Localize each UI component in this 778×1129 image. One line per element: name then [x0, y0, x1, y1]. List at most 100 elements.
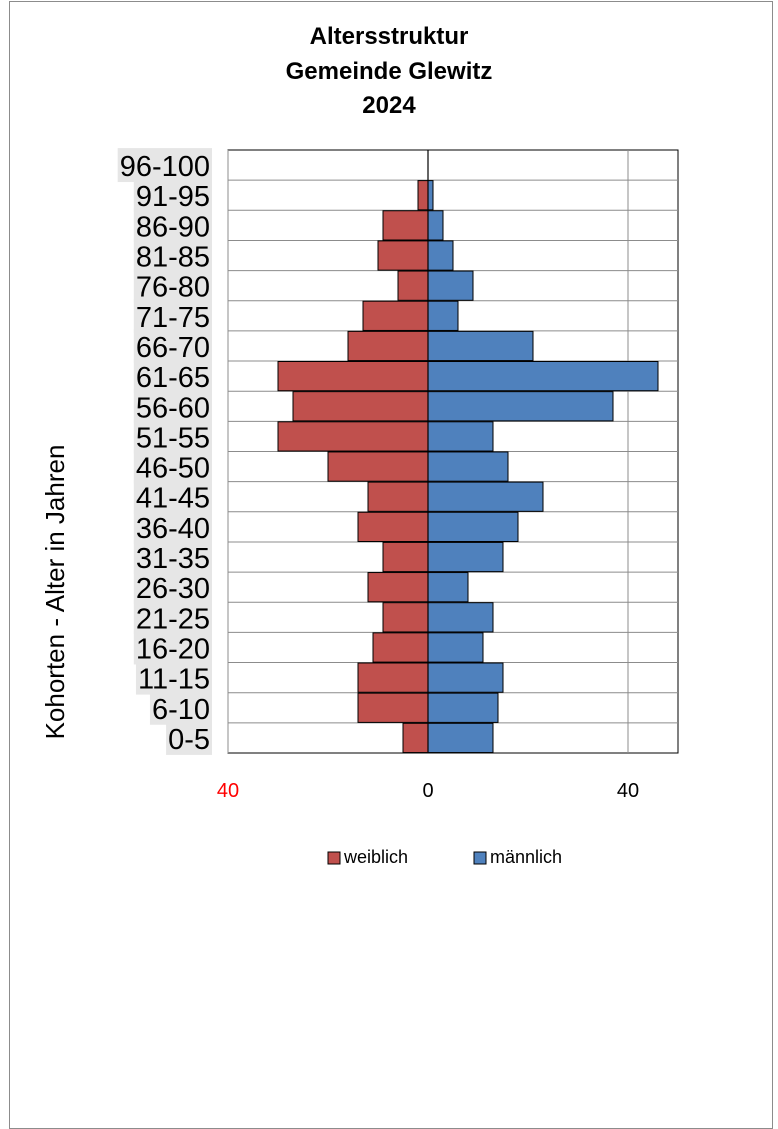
- category-label: 36-40: [136, 513, 210, 545]
- bar-female-61-65: [277, 361, 429, 392]
- bar-female-41-45: [367, 481, 429, 512]
- bar-female-51-55: [277, 421, 429, 452]
- category-label-group: 16-20: [133, 630, 212, 665]
- bar-male-71-75: [427, 300, 459, 331]
- category-label-background: [133, 449, 212, 484]
- category-label-group: 76-80: [133, 268, 212, 304]
- category-label-background: [133, 359, 212, 394]
- category-label: 61-65: [136, 362, 210, 394]
- bar-male-46-50: [427, 451, 509, 482]
- bar-female-46-50: [327, 451, 429, 482]
- category-label-background: [133, 509, 212, 544]
- category-label: 26-30: [136, 573, 210, 605]
- category-label: 76-80: [136, 272, 210, 304]
- category-label-background: [133, 298, 212, 333]
- bar-female-76-80: [397, 270, 429, 301]
- category-label-background: [133, 630, 212, 665]
- bar-female-11-15: [357, 662, 429, 693]
- category-label-background: [133, 178, 212, 213]
- category-label-background: [133, 208, 212, 243]
- category-label: 31-35: [136, 543, 210, 575]
- legend-swatch-male: [473, 851, 487, 865]
- bar-female-31-35: [382, 541, 429, 573]
- bar-female-16-20: [372, 632, 429, 663]
- bar-female-71-75: [362, 300, 429, 331]
- bar-male-0-5: [427, 722, 494, 754]
- category-label-group: 66-70: [133, 328, 212, 364]
- bar-female-56-60: [292, 391, 429, 422]
- category-label-background: [133, 268, 212, 303]
- category-label-group: 11-15: [135, 660, 212, 696]
- bar-male-36-40: [427, 511, 519, 542]
- category-label-group: 21-25: [133, 600, 212, 635]
- category-label-group: 71-75: [133, 298, 212, 334]
- bars-layer: [277, 180, 659, 754]
- category-label-group: 6-10: [149, 690, 212, 726]
- category-label: 21-25: [136, 603, 210, 635]
- bar-female-86-90: [382, 210, 429, 241]
- x-tick-label: 40: [217, 780, 239, 802]
- bar-male-91-95: [427, 180, 434, 211]
- category-label-background: [133, 600, 212, 635]
- category-label: 66-70: [136, 332, 210, 364]
- bar-female-0-5: [402, 722, 429, 754]
- bar-male-56-60: [427, 391, 614, 422]
- category-label-group: 26-30: [133, 570, 212, 605]
- category-label: 81-85: [136, 242, 210, 274]
- category-label-background: [133, 570, 212, 605]
- bar-male-41-45: [427, 481, 544, 512]
- category-label-group: 56-60: [133, 389, 212, 424]
- category-label-background: [166, 720, 212, 755]
- bar-female-91-95: [417, 180, 429, 211]
- chart-title-line-1: Altersstruktur: [309, 23, 469, 50]
- bar-female-6-10: [357, 692, 429, 723]
- category-label: 46-50: [136, 453, 210, 485]
- bar-female-81-85: [377, 240, 429, 271]
- bar-male-51-55: [427, 421, 494, 452]
- bar-female-26-30: [367, 572, 429, 603]
- x-tick-label: 40: [617, 780, 639, 802]
- bar-male-6-10: [427, 692, 499, 723]
- legend-label-male: männlich: [490, 847, 562, 867]
- category-label-group: 86-90: [133, 208, 212, 243]
- y-axis-title: Kohorten - Alter in Jahren: [40, 445, 70, 740]
- category-label: 41-45: [136, 483, 210, 515]
- category-label: 71-75: [136, 302, 210, 334]
- bar-female-36-40: [357, 511, 429, 542]
- bar-male-26-30: [427, 572, 469, 603]
- category-label-group: 31-35: [133, 540, 212, 575]
- category-label: 91-95: [136, 181, 210, 213]
- chart-title-line-2: Gemeinde Glewitz: [285, 58, 493, 85]
- bar-male-31-35: [427, 541, 504, 573]
- category-label-background: [149, 690, 212, 725]
- bar-male-66-70: [427, 330, 534, 362]
- x-tick-label: 0: [422, 780, 433, 802]
- legend: weiblich männlich: [327, 847, 562, 867]
- bar-male-21-25: [427, 602, 494, 633]
- legend-label-female: weiblich: [343, 847, 408, 867]
- category-label-group: 81-85: [133, 238, 212, 274]
- category-label: 0-5: [168, 724, 210, 756]
- category-label-group: 61-65: [133, 359, 212, 394]
- category-label-background: [133, 328, 212, 363]
- bar-male-76-80: [427, 270, 474, 301]
- category-label-group: 51-55: [133, 419, 212, 454]
- bar-female-66-70: [347, 330, 429, 362]
- category-label-group: 41-45: [133, 479, 212, 515]
- category-label-background: [133, 238, 212, 273]
- category-label: 11-15: [138, 664, 210, 696]
- legend-swatch-female: [327, 851, 341, 865]
- bar-male-86-90: [427, 210, 444, 241]
- category-label-background: [133, 540, 212, 575]
- bar-male-11-15: [427, 662, 504, 693]
- category-label-group: 96-100: [117, 148, 212, 183]
- category-label: 6-10: [152, 694, 210, 726]
- category-label-background: [135, 660, 212, 695]
- category-label-group: 36-40: [133, 509, 212, 545]
- chart-title-line-3: 2024: [362, 92, 416, 119]
- category-label-background: [117, 148, 212, 183]
- category-label: 86-90: [136, 211, 210, 243]
- labels-layer: 96-10091-9586-9081-8576-8071-7566-7061-6…: [117, 148, 639, 802]
- category-label: 56-60: [136, 392, 210, 424]
